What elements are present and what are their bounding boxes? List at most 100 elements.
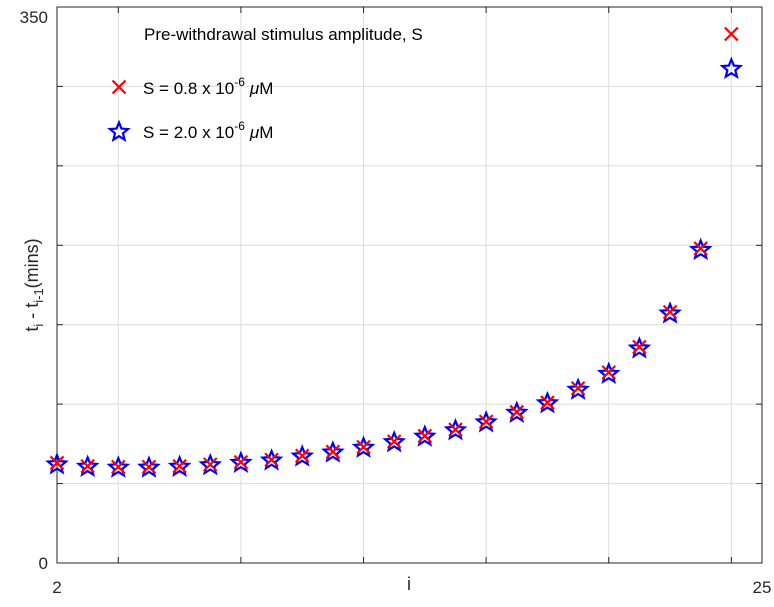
data-point-blue-star	[167, 454, 192, 477]
data-point-red-x	[570, 380, 586, 396]
data-point-red-x-stroke	[49, 455, 65, 471]
legend: Pre-withdrawal stimulus amplitude, S S =…	[107, 25, 423, 143]
data-point-blue-star	[596, 361, 621, 385]
data-point-blue-star	[688, 237, 713, 261]
data-point-blue-star	[413, 424, 437, 447]
data-point-red-x	[662, 304, 678, 320]
data-point-red-x	[111, 459, 126, 475]
data-point-red-x	[49, 455, 65, 471]
data-point-blue-star	[106, 455, 131, 478]
y-axis-label-sub2: i-1	[31, 288, 46, 302]
data-point-blue-star	[45, 452, 69, 475]
data-point-red-x	[478, 414, 494, 429]
data-point-red-x-stroke	[478, 414, 494, 429]
data-point-red-x	[724, 26, 739, 42]
data-point-blue-star	[137, 455, 161, 478]
legend-title: Pre-withdrawal stimulus amplitude, S	[144, 25, 423, 44]
data-point-blue-star	[198, 452, 223, 476]
data-point-blue-star	[382, 429, 406, 453]
legend-x-mark-stroke	[111, 79, 127, 95]
data-point-red-x	[294, 448, 310, 464]
data-point-red-x	[632, 339, 647, 355]
y-tick-label-min: 0	[39, 554, 48, 573]
y-axis-label-mid: - t	[22, 303, 42, 324]
data-point-red-x	[141, 459, 157, 475]
data-point-red-x-stroke	[509, 404, 525, 420]
data-point-red-x	[417, 428, 433, 444]
data-point-red-x-stroke	[356, 439, 371, 455]
data-point-red-x-stroke	[141, 459, 157, 475]
data-point-red-x-stroke	[325, 444, 341, 460]
data-point-red-x-stroke	[693, 241, 708, 256]
data-point-red-x	[509, 404, 525, 420]
data-point-blue-star	[75, 454, 100, 477]
data-point-blue-star	[290, 444, 315, 467]
data-point-blue-star	[474, 409, 498, 433]
data-point-red-x	[540, 395, 555, 410]
data-point-blue-star	[321, 440, 345, 463]
legend-entry-1-prefix: S = 0.8 x 10	[143, 79, 234, 98]
legend-entry-2: S = 2.0 x 10-6 μM	[143, 119, 273, 142]
data-point-red-x-stroke	[662, 304, 678, 320]
legend-entry-2-unit: M	[259, 123, 273, 142]
data-point-red-x-stroke	[448, 422, 463, 437]
y-axis-label-sub1: i	[31, 324, 46, 327]
legend-entry-1: S = 0.8 x 10-6 μM	[143, 75, 273, 98]
data-point-red-x	[386, 434, 402, 449]
x-tick-label-min: 2	[52, 578, 61, 597]
data-point-red-x-stroke	[570, 380, 586, 396]
y-axis-label-main: t	[22, 327, 42, 332]
data-point-red-x	[264, 452, 279, 468]
legend-symbol-blue-star	[107, 119, 131, 143]
data-point-blue-star	[443, 417, 468, 441]
grid	[57, 7, 762, 563]
data-point-red-x-stroke	[264, 452, 279, 468]
data-point-red-x-stroke	[172, 458, 187, 474]
data-point-red-x	[601, 365, 617, 380]
x-tick-label-max: 25	[753, 578, 772, 597]
data-point-red-x-stroke	[540, 395, 555, 410]
data-point-red-x-stroke	[294, 448, 310, 464]
data-point-red-x-stroke	[80, 458, 95, 474]
legend-entry-1-mu: μ	[249, 79, 260, 98]
y-axis-label-tail: (mins)	[22, 238, 42, 288]
data-point-blue-star	[535, 390, 560, 414]
legend-entry-1-unit: M	[259, 79, 273, 98]
legend-entry-2-prefix: S = 2.0 x 10	[143, 123, 234, 142]
data-point-red-x	[448, 422, 463, 437]
data-point-red-x	[80, 458, 95, 474]
legend-x-mark	[111, 79, 127, 95]
y-axis-label: ti - ti-1(mins)	[22, 238, 46, 331]
data-point-blue-star	[627, 336, 652, 359]
data-point-blue-star	[229, 450, 253, 473]
data-point-red-x-stroke	[233, 454, 249, 470]
data-point-blue-star	[719, 56, 744, 80]
data-markers	[45, 26, 744, 478]
data-point-red-x-stroke	[601, 365, 617, 380]
data-point-red-x	[693, 241, 708, 256]
data-point-red-x	[233, 454, 249, 470]
data-point-blue-star	[259, 448, 284, 471]
legend-entry-2-mu: μ	[249, 123, 260, 142]
data-point-blue-star	[504, 400, 529, 423]
axis-ticks	[57, 7, 762, 563]
data-point-red-x-stroke	[724, 26, 739, 42]
data-point-blue-star	[658, 301, 682, 324]
data-point-blue-star	[566, 377, 590, 400]
data-point-red-x	[202, 457, 218, 472]
data-point-red-x-stroke	[417, 428, 433, 444]
legend-entry-2-exponent: -6	[234, 119, 245, 133]
plot-area-border	[56, 6, 763, 564]
legend-entry-1-exponent: -6	[234, 75, 245, 89]
data-point-red-x-stroke	[632, 339, 647, 355]
data-point-blue-star	[351, 435, 376, 458]
y-tick-label-max: 350	[20, 8, 48, 27]
legend-star-mark	[107, 119, 131, 143]
x-axis-label: i	[407, 574, 411, 594]
legend-symbol-red-x	[111, 79, 127, 95]
data-point-red-x	[356, 439, 371, 455]
data-point-red-x-stroke	[386, 434, 402, 449]
data-point-red-x	[172, 458, 187, 474]
data-point-red-x	[325, 444, 341, 460]
